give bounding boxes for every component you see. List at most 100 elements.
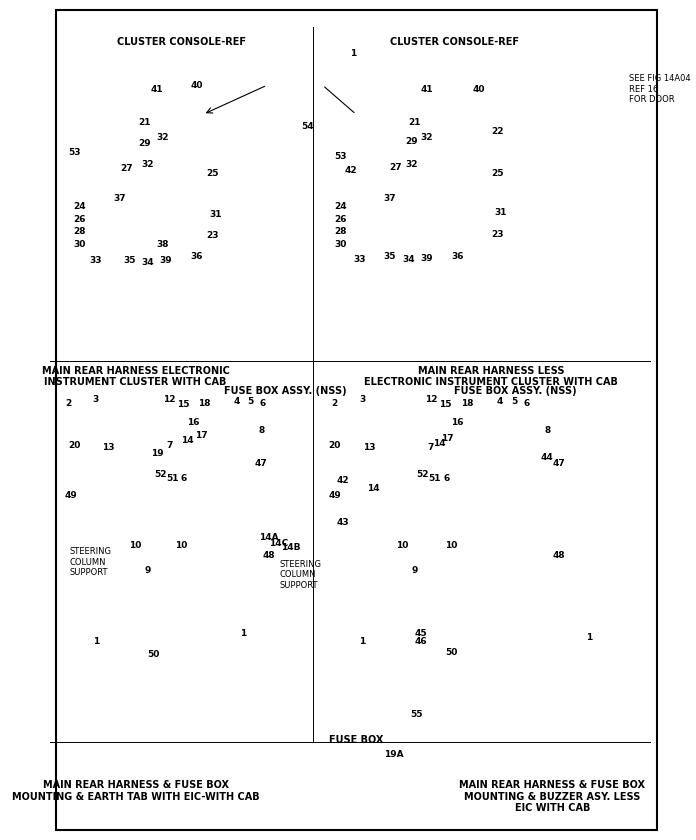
Text: 33: 33 — [89, 256, 102, 265]
Text: 20: 20 — [68, 441, 81, 449]
Text: 6: 6 — [523, 399, 530, 407]
Text: 52: 52 — [416, 470, 429, 479]
Bar — [333, 730, 345, 741]
Text: 14B: 14B — [280, 543, 301, 552]
Text: 41: 41 — [150, 85, 164, 94]
Text: 38: 38 — [157, 239, 169, 249]
Bar — [173, 209, 191, 228]
Text: SEE FIG 14A04
REF 16
FOR DOOR: SEE FIG 14A04 REF 16 FOR DOOR — [629, 75, 690, 104]
Text: 9: 9 — [411, 566, 418, 575]
Text: 12: 12 — [425, 395, 437, 403]
Text: 40: 40 — [473, 85, 485, 94]
Text: 47: 47 — [552, 459, 565, 468]
Text: 13: 13 — [363, 444, 376, 452]
Text: 36: 36 — [451, 252, 464, 261]
Text: 27: 27 — [120, 165, 133, 173]
Text: MAIN REAR HARNESS & FUSE BOX
MOUNTING & EARTH TAB WITH EIC-WITH CAB: MAIN REAR HARNESS & FUSE BOX MOUNTING & … — [12, 780, 260, 801]
Text: 51: 51 — [166, 474, 179, 483]
Text: FUSE BOX: FUSE BOX — [329, 735, 383, 745]
Text: 49: 49 — [65, 491, 77, 500]
Text: 50: 50 — [148, 650, 160, 659]
Text: 30: 30 — [335, 239, 347, 249]
Text: 17: 17 — [441, 434, 453, 443]
Text: 49: 49 — [329, 491, 341, 500]
Text: MAIN REAR HARNESS LESS
ELECTRONIC INSTRUMENT CLUSTER WITH CAB: MAIN REAR HARNESS LESS ELECTRONIC INSTRU… — [364, 365, 618, 387]
Bar — [90, 416, 252, 642]
Bar — [347, 213, 361, 228]
Text: CLUSTER CONSOLE-REF: CLUSTER CONSOLE-REF — [117, 37, 246, 46]
Text: 2: 2 — [331, 399, 338, 407]
Text: 24: 24 — [73, 202, 86, 211]
Text: 27: 27 — [390, 163, 402, 171]
Bar — [393, 194, 411, 219]
Text: 34: 34 — [402, 255, 415, 264]
Text: 54: 54 — [301, 123, 313, 132]
Text: 26: 26 — [73, 214, 86, 223]
Text: 31: 31 — [209, 210, 221, 219]
Text: 10: 10 — [129, 541, 142, 550]
Text: STEERING
COLUMN
SUPPORT: STEERING COLUMN SUPPORT — [280, 560, 322, 590]
Text: 31: 31 — [494, 207, 507, 217]
Text: 48: 48 — [263, 551, 276, 560]
Bar — [65, 403, 80, 445]
Text: 29: 29 — [405, 137, 418, 145]
Text: 32: 32 — [141, 160, 154, 169]
Bar — [424, 173, 442, 194]
Text: 32: 32 — [405, 160, 418, 169]
Bar — [374, 207, 393, 228]
Text: 33: 33 — [353, 255, 365, 264]
Bar — [347, 466, 525, 517]
Text: 1: 1 — [93, 638, 99, 646]
Text: 10: 10 — [175, 541, 188, 550]
Text: 1: 1 — [350, 49, 356, 58]
Bar — [418, 218, 433, 236]
Bar — [333, 701, 345, 712]
Bar — [348, 701, 360, 712]
Text: 25: 25 — [206, 169, 219, 177]
Bar — [347, 196, 361, 211]
Text: 22: 22 — [491, 127, 503, 135]
Text: 39: 39 — [420, 254, 433, 263]
Text: 6: 6 — [180, 474, 187, 483]
Text: 26: 26 — [335, 214, 347, 223]
Text: 53: 53 — [335, 152, 347, 160]
Text: 4: 4 — [497, 397, 503, 406]
Text: 45: 45 — [414, 629, 427, 638]
Text: 55: 55 — [410, 710, 422, 719]
FancyBboxPatch shape — [93, 51, 280, 278]
Bar — [90, 416, 163, 470]
Text: 5: 5 — [511, 397, 517, 406]
Bar — [363, 716, 375, 727]
Bar — [363, 744, 375, 755]
Bar — [405, 181, 420, 202]
Text: 37: 37 — [383, 194, 396, 202]
Bar — [353, 416, 427, 470]
Text: 53: 53 — [68, 148, 81, 156]
Bar — [129, 226, 148, 244]
Text: 14: 14 — [433, 439, 445, 448]
Bar — [84, 196, 97, 211]
Bar — [84, 466, 261, 517]
Bar — [348, 744, 360, 755]
Text: 24: 24 — [335, 202, 347, 211]
Text: 42: 42 — [345, 166, 358, 175]
Text: 28: 28 — [335, 227, 347, 236]
Text: 42: 42 — [336, 475, 349, 485]
Bar — [84, 229, 97, 244]
FancyBboxPatch shape — [350, 55, 540, 286]
Text: 48: 48 — [552, 551, 564, 560]
Text: CLUSTER CONSOLE-REF: CLUSTER CONSOLE-REF — [390, 37, 519, 46]
Text: 29: 29 — [139, 139, 151, 148]
Bar — [363, 701, 375, 712]
Bar — [442, 209, 460, 228]
Text: 19A: 19A — [384, 750, 404, 759]
Text: FUSE BOX ASSY. (NSS): FUSE BOX ASSY. (NSS) — [224, 386, 347, 396]
Bar — [347, 229, 361, 244]
Bar — [442, 165, 464, 190]
Text: 2: 2 — [65, 399, 71, 407]
Text: 30: 30 — [73, 239, 86, 249]
Text: 10: 10 — [396, 541, 409, 550]
Bar — [333, 744, 345, 755]
Bar — [353, 416, 516, 642]
Text: MAIN REAR HARNESS ELECTRONIC
INSTRUMENT CLUSTER WITH CAB: MAIN REAR HARNESS ELECTRONIC INSTRUMENT … — [42, 365, 230, 387]
